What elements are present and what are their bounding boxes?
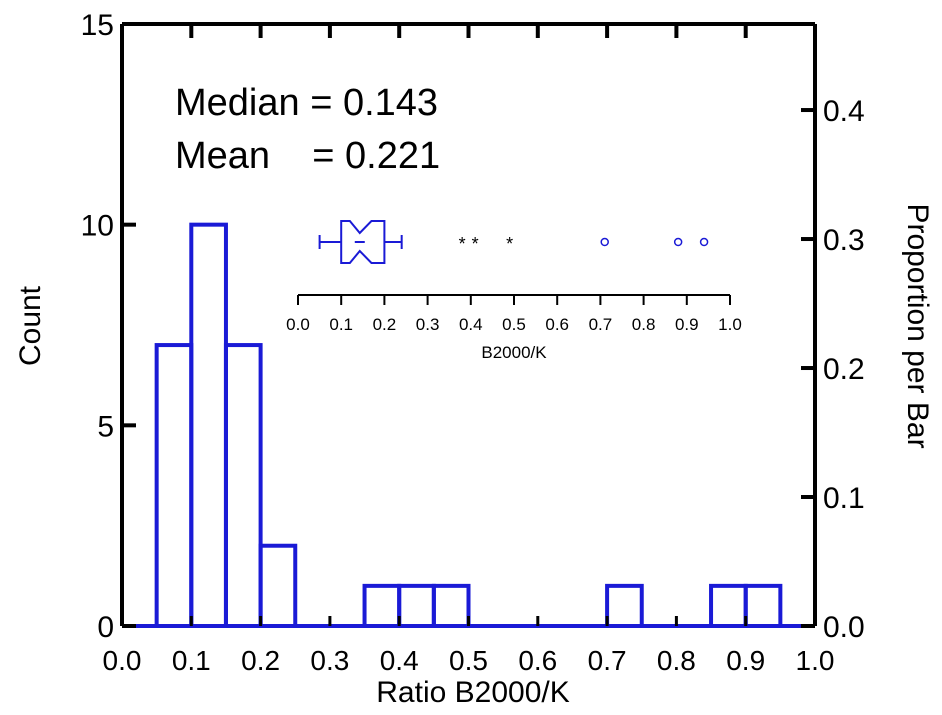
inset-x-tick-label: 1.0 xyxy=(718,315,742,334)
x-tick-label: 0.6 xyxy=(518,645,557,676)
inset-x-tick-label: 0.6 xyxy=(545,315,569,334)
histogram-bar xyxy=(154,343,194,628)
boxplot-outlier-star: * xyxy=(472,234,479,254)
inset-x-tick-label: 0.8 xyxy=(632,315,656,334)
x-tick-label: 0.3 xyxy=(310,645,349,676)
boxplot-outlier-star: * xyxy=(459,234,466,254)
x-tick-label: 0.4 xyxy=(380,645,419,676)
inset-x-tick-label: 0.2 xyxy=(373,315,397,334)
mean-annotation: Mean = 0.221 xyxy=(175,135,440,177)
boxplot-outlier-star: * xyxy=(506,234,513,254)
x-tick-label: 0.8 xyxy=(657,645,696,676)
y-tick-label: 15 xyxy=(81,9,114,42)
histogram-bar xyxy=(431,583,471,628)
y-tick-label: 0 xyxy=(97,611,114,644)
inset-x-tick-label: 0.1 xyxy=(329,315,353,334)
x-tick-label: 0.2 xyxy=(241,645,280,676)
histogram-bars xyxy=(154,222,783,629)
x-axis-label: Ratio B2000/K xyxy=(376,676,569,709)
inset-x-axis-label: B2000/K xyxy=(481,343,547,362)
y2-tick-label: 0.2 xyxy=(823,353,865,386)
histogram-bar xyxy=(743,583,783,628)
inset-x-tick-label: 0.7 xyxy=(589,315,613,334)
y-tick-label: 10 xyxy=(81,210,114,243)
boxplot-notched-box xyxy=(340,220,386,264)
inset-x-tick-label: 0.9 xyxy=(675,315,699,334)
inset-boxplot: 0.0 0.1 0.2 0.3 0.4 0.5 0.6 0.7 0.8 0.9 1.0 B2000/K… xyxy=(286,220,742,362)
median-annotation: Median = 0.143 xyxy=(175,82,438,124)
histogram-bar xyxy=(362,583,402,628)
boxplot-outlier-circle xyxy=(600,237,609,247)
boxplot-outlier-circle xyxy=(699,237,709,247)
axes: 0.0 0.1 0.2 0.3 0.4 0.5 0.6 0.7 0.8 0.9 1.0 0 5 10 15 0… xyxy=(81,9,865,676)
x-tick-label: 1.0 xyxy=(796,645,835,676)
y2-axis-label: Proportion per Bar xyxy=(901,203,934,448)
inset-x-tick-label: 0.4 xyxy=(459,315,483,334)
y-tick-label: 5 xyxy=(97,410,114,443)
x-tick-label: 0.9 xyxy=(726,645,765,676)
inset-x-tick-label: 0.5 xyxy=(502,315,526,334)
histogram-bar xyxy=(189,222,228,629)
histogram-bar xyxy=(709,583,748,628)
x-tick-label: 0.7 xyxy=(588,645,627,676)
y2-tick-label: 0.1 xyxy=(823,482,865,515)
y2-tick-label: 0.4 xyxy=(823,95,865,128)
x-tick-label: 0.0 xyxy=(103,645,142,676)
histogram-bar xyxy=(605,583,644,628)
x-tick-label: 0.1 xyxy=(172,645,211,676)
y-axis-label: Count xyxy=(14,285,47,366)
inset-x-tick-label: 0.3 xyxy=(416,315,440,334)
inset-x-tick-label: 0.0 xyxy=(286,315,310,334)
x-tick-label: 0.5 xyxy=(449,645,488,676)
y2-tick-label: 0.3 xyxy=(823,224,865,257)
histogram-bar xyxy=(223,343,263,628)
boxplot-outlier-circle xyxy=(673,237,683,247)
y2-tick-label: 0.0 xyxy=(823,611,865,644)
histogram-bar xyxy=(258,543,298,629)
histogram-bar xyxy=(397,583,436,628)
